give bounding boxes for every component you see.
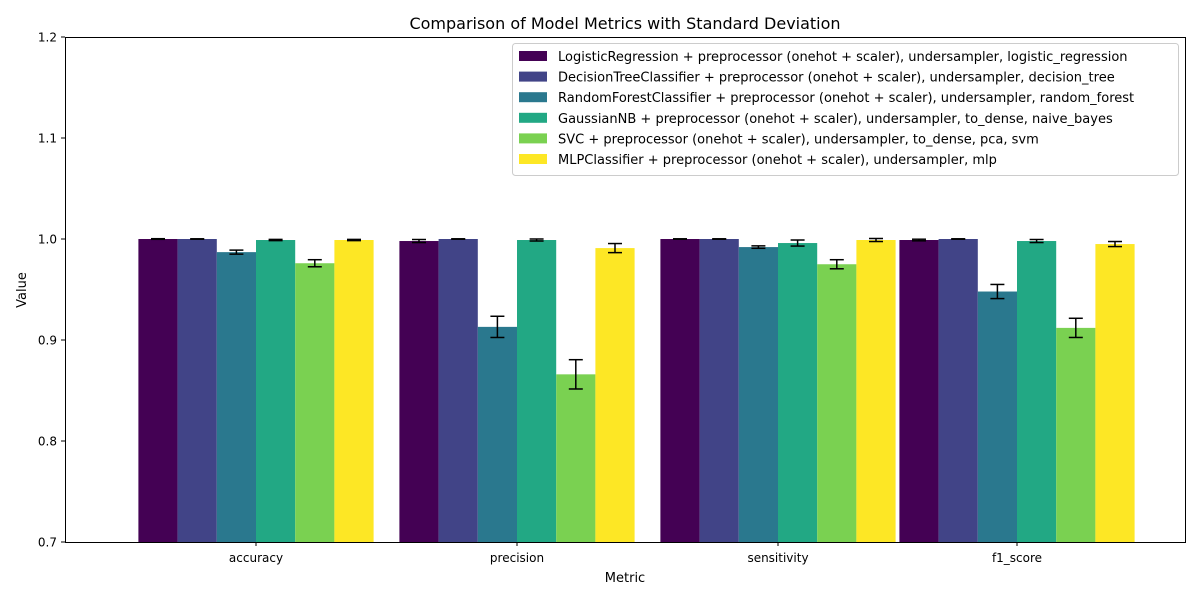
bar	[216, 252, 256, 542]
bar	[1095, 244, 1135, 543]
legend-item: RandomForestClassifier + preprocessor (o…	[519, 91, 1134, 106]
x-ticks: accuracy precision sensitivity f1_score	[229, 542, 1042, 565]
x-tick-label: accuracy	[229, 551, 283, 565]
error-bars-layer	[151, 237, 1122, 390]
bar	[738, 247, 778, 542]
legend-swatch	[519, 71, 547, 82]
y-tick-label: 0.9	[38, 334, 57, 348]
legend-items: LogisticRegression + preprocessor (oneho…	[519, 50, 1134, 168]
legend-item: GaussianNB + preprocessor (onehot + scal…	[519, 112, 1113, 127]
legend-label: RandomForestClassifier + preprocessor (o…	[558, 91, 1134, 106]
error-bar	[151, 237, 165, 241]
bar	[556, 374, 596, 542]
error-bar	[568, 358, 583, 390]
y-axis-label: Value	[15, 272, 30, 308]
bar	[399, 241, 439, 542]
legend-label: DecisionTreeClassifier + preprocessor (o…	[558, 71, 1115, 86]
legend: LogisticRegression + preprocessor (oneho…	[512, 43, 1179, 176]
error-bar	[1108, 240, 1122, 248]
legend-frame	[512, 43, 1179, 176]
y-ticks: 0.7 0.8 0.9 1.0 1.1 1.2	[38, 31, 65, 550]
bars-layer	[138, 239, 1135, 543]
error-bar	[912, 238, 926, 242]
legend-item: SVC + preprocessor (onehot + scaler), un…	[519, 132, 1039, 147]
legend-item: DecisionTreeClassifier + preprocessor (o…	[519, 71, 1115, 86]
y-tick-label: 1.2	[38, 31, 57, 45]
bar	[1056, 327, 1096, 542]
error-bar	[529, 238, 544, 242]
bar	[334, 240, 374, 542]
error-bar	[751, 245, 766, 250]
legend-label: GaussianNB + preprocessor (onehot + scal…	[558, 112, 1113, 127]
error-bar	[790, 239, 805, 247]
x-tick-label: precision	[490, 551, 544, 565]
legend-swatch	[519, 92, 547, 103]
y-tick-label: 0.8	[38, 435, 57, 449]
error-bar	[490, 315, 505, 339]
bar	[177, 239, 217, 542]
error-bar	[1068, 317, 1083, 339]
bar	[438, 239, 478, 542]
error-bar	[869, 237, 883, 243]
legend-label: LogisticRegression + preprocessor (oneho…	[558, 50, 1128, 65]
bar	[595, 248, 635, 542]
error-bar	[229, 249, 244, 255]
error-bar	[608, 242, 622, 254]
bar	[477, 326, 517, 542]
error-bar	[347, 238, 361, 242]
bar	[517, 240, 557, 542]
x-tick-label: sensitivity	[747, 551, 808, 565]
y-tick-label: 1.1	[38, 132, 57, 146]
chart-title: Comparison of Model Metrics with Standar…	[409, 14, 840, 33]
error-bar	[990, 283, 1005, 300]
legend-swatch	[519, 51, 547, 61]
legend-swatch	[519, 154, 547, 164]
bar	[817, 264, 857, 542]
bar	[1017, 241, 1057, 542]
y-tick-label: 1.0	[38, 233, 57, 247]
bar	[256, 240, 296, 542]
bar	[295, 263, 335, 542]
x-tick-label: f1_score	[992, 551, 1042, 565]
error-bar	[307, 258, 322, 268]
legend-item: LogisticRegression + preprocessor (oneho…	[519, 50, 1128, 65]
error-bar	[1029, 238, 1044, 244]
y-tick-label: 0.7	[38, 536, 57, 550]
bar	[856, 240, 896, 542]
axes-layer: 0.7 0.8 0.9 1.0 1.1 1.2 accuracy precision sens…	[38, 31, 1186, 565]
bar	[778, 243, 818, 543]
error-bar	[412, 238, 426, 244]
bar	[699, 239, 739, 542]
plot-frame	[65, 37, 1186, 543]
legend-swatch	[519, 112, 547, 123]
bar	[138, 239, 178, 542]
legend-label: MLPClassifier + preprocessor (onehot + s…	[558, 153, 997, 168]
bar	[899, 240, 939, 542]
legend-item: MLPClassifier + preprocessor (onehot + s…	[519, 153, 997, 168]
legend-swatch	[519, 133, 547, 144]
error-bar	[829, 258, 844, 270]
error-bar	[268, 238, 283, 242]
legend-label: SVC + preprocessor (onehot + scaler), un…	[558, 132, 1039, 147]
bar	[938, 239, 978, 542]
x-axis-label: Metric	[605, 571, 645, 586]
bar	[660, 239, 700, 542]
bar	[977, 291, 1017, 542]
